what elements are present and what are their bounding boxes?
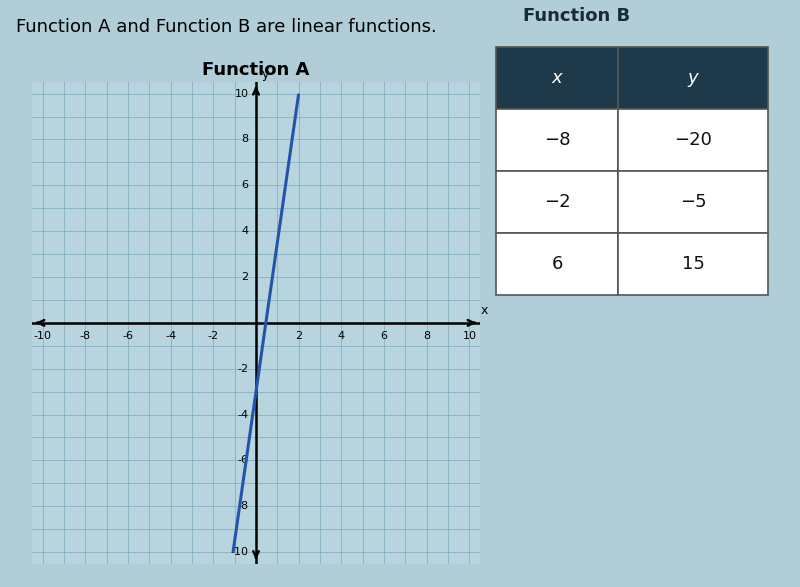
Bar: [618, 233, 768, 295]
Text: -4: -4: [238, 410, 249, 420]
Title: Function A: Function A: [202, 61, 310, 79]
Bar: [618, 171, 768, 233]
Text: -2: -2: [208, 331, 219, 341]
Bar: [618, 109, 768, 171]
Text: -2: -2: [238, 364, 249, 374]
Text: 15: 15: [682, 255, 705, 274]
Text: 6: 6: [242, 180, 249, 190]
Text: -8: -8: [238, 501, 249, 511]
Text: y: y: [262, 68, 269, 81]
Text: 10: 10: [234, 89, 249, 99]
Bar: [496, 233, 618, 295]
Text: -10: -10: [34, 331, 52, 341]
Text: 4: 4: [242, 226, 249, 236]
Bar: [618, 47, 768, 109]
Text: -10: -10: [230, 547, 249, 557]
Text: −20: −20: [674, 131, 712, 149]
Text: 2: 2: [295, 331, 302, 341]
Bar: [496, 171, 618, 233]
Text: 6: 6: [381, 331, 387, 341]
Text: 8: 8: [423, 331, 430, 341]
Text: 8: 8: [242, 134, 249, 144]
Bar: [496, 47, 618, 109]
Text: x: x: [552, 69, 562, 87]
Text: -4: -4: [165, 331, 176, 341]
Text: −5: −5: [680, 193, 706, 211]
Text: Function A and Function B are linear functions.: Function A and Function B are linear fun…: [16, 18, 437, 36]
Text: 2: 2: [242, 272, 249, 282]
Text: -6: -6: [122, 331, 134, 341]
Text: Function B: Function B: [523, 8, 630, 25]
Text: 10: 10: [462, 331, 476, 341]
Text: 6: 6: [551, 255, 563, 274]
Text: -6: -6: [238, 456, 249, 465]
Text: x: x: [481, 304, 489, 317]
Text: −8: −8: [544, 131, 570, 149]
Bar: [496, 109, 618, 171]
Text: -8: -8: [80, 331, 91, 341]
Text: 4: 4: [338, 331, 345, 341]
Text: −2: −2: [544, 193, 570, 211]
Text: y: y: [688, 69, 698, 87]
